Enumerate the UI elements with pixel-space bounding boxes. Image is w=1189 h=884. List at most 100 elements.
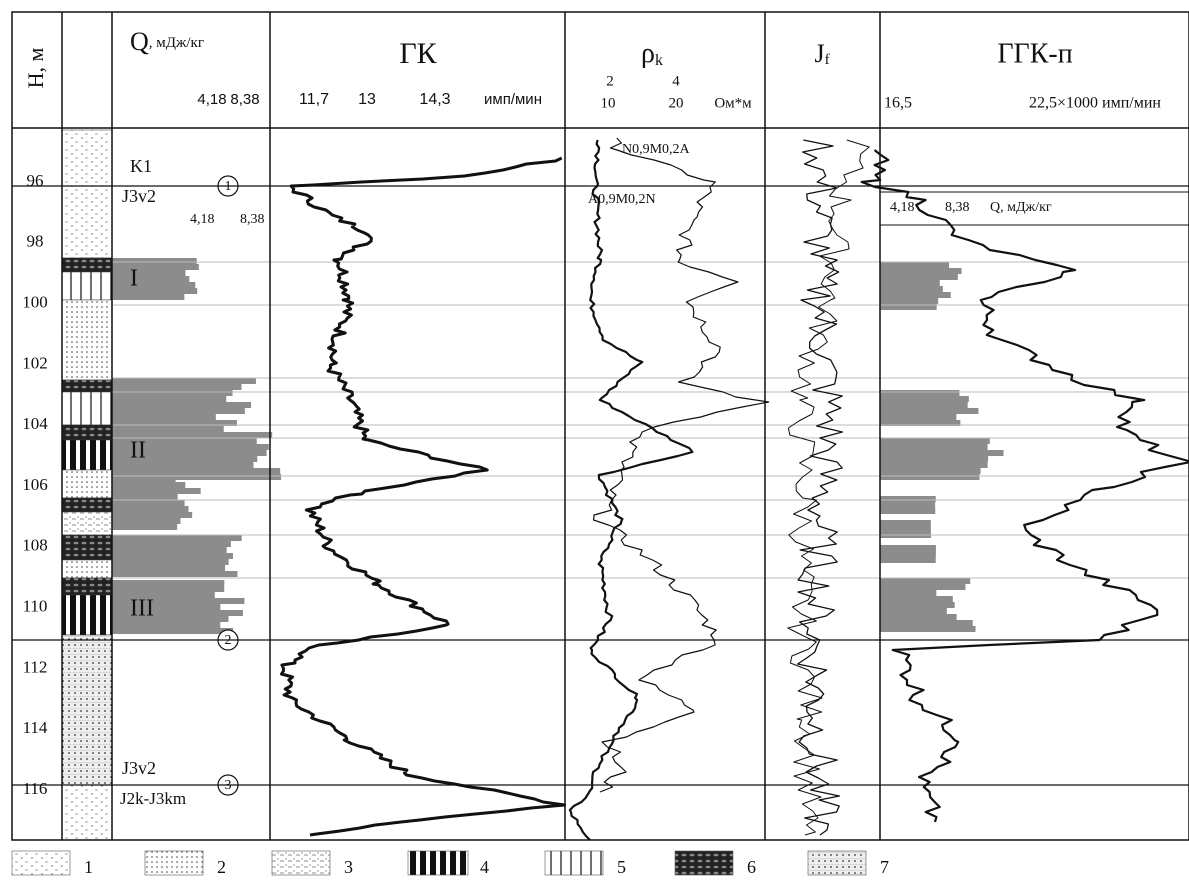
q-bar bbox=[880, 414, 956, 420]
jf-symbol: J bbox=[814, 39, 824, 68]
ggk-tick: 16,5 bbox=[884, 95, 912, 112]
q-bar bbox=[880, 508, 935, 514]
q-bar bbox=[880, 584, 965, 590]
depth-label: 108 bbox=[22, 536, 48, 555]
q-bar bbox=[112, 476, 176, 482]
marker-label: 2 bbox=[225, 633, 232, 648]
decoration bbox=[12, 130, 1189, 875]
q-bar bbox=[880, 468, 981, 474]
q-bar bbox=[112, 553, 233, 559]
depth-label: 106 bbox=[22, 475, 48, 494]
legend-swatch bbox=[408, 851, 468, 875]
q-bar bbox=[880, 520, 931, 526]
annotation: N0,9M0,2A bbox=[622, 142, 691, 157]
ggk-header: ГГК-п bbox=[997, 38, 1072, 69]
lithology bbox=[62, 186, 112, 258]
q-header: Q, мДж/кг bbox=[130, 27, 204, 56]
q-bar bbox=[880, 474, 979, 480]
q-bar bbox=[880, 298, 938, 304]
annotation: III bbox=[130, 596, 154, 622]
annotation: K1 bbox=[130, 156, 152, 176]
q-bar bbox=[880, 557, 936, 563]
depth-label: 100 bbox=[22, 293, 48, 312]
marker-label: 1 bbox=[225, 179, 232, 194]
annotation: 4,18 bbox=[190, 212, 215, 227]
lithology bbox=[62, 380, 112, 392]
q-bar bbox=[880, 262, 949, 268]
q-bar bbox=[112, 565, 225, 571]
q-bar bbox=[880, 462, 988, 468]
depth-label: 112 bbox=[23, 657, 48, 676]
q-bar bbox=[880, 545, 936, 551]
lithology bbox=[62, 785, 112, 840]
q-bar bbox=[880, 402, 968, 408]
q-bar bbox=[112, 384, 241, 390]
q-bar bbox=[880, 280, 940, 286]
q-bar bbox=[880, 438, 990, 444]
lithology bbox=[62, 595, 112, 635]
legend-label: 4 bbox=[480, 857, 489, 877]
q-bar bbox=[880, 626, 976, 632]
lithology bbox=[62, 258, 112, 272]
lithology bbox=[62, 470, 112, 498]
q-bar bbox=[112, 604, 220, 610]
q-bar bbox=[880, 496, 936, 502]
rho-unit: Ом*м bbox=[714, 95, 752, 111]
q-bar bbox=[880, 526, 931, 532]
q-bar bbox=[880, 450, 1004, 456]
lithology bbox=[62, 272, 112, 300]
gk-curve bbox=[282, 158, 565, 835]
q-bar bbox=[112, 506, 189, 512]
lithology bbox=[62, 392, 112, 425]
q-unit: , мДж/кг bbox=[149, 35, 204, 51]
q-bar bbox=[880, 268, 962, 274]
legend-swatch bbox=[808, 851, 866, 875]
lithology bbox=[62, 512, 112, 535]
q-bar bbox=[112, 396, 226, 402]
q-bar bbox=[880, 396, 969, 402]
q-bar bbox=[112, 488, 201, 494]
depth-label: 102 bbox=[22, 353, 48, 372]
q-bar bbox=[112, 541, 231, 547]
q-bar bbox=[880, 444, 988, 450]
marker-label: 3 bbox=[225, 778, 232, 793]
legend-label: 2 bbox=[217, 857, 226, 877]
q-bar bbox=[112, 426, 224, 432]
legend-swatch bbox=[145, 851, 203, 875]
depth-label: 104 bbox=[22, 414, 48, 433]
lithology bbox=[62, 440, 112, 470]
q-bar bbox=[112, 288, 197, 294]
legend-swatch bbox=[545, 851, 603, 875]
rho-sub: k bbox=[655, 52, 663, 69]
q-bar bbox=[112, 559, 229, 565]
legend-label: 1 bbox=[84, 857, 93, 877]
rho-tick-top: 4 bbox=[672, 73, 680, 89]
q-symbol: Q bbox=[130, 27, 149, 56]
legend-label: 3 bbox=[344, 857, 353, 877]
legend-swatch bbox=[12, 851, 70, 875]
annotation: 8,38 bbox=[945, 200, 970, 215]
q-tick: 8,38 bbox=[230, 91, 259, 108]
q-bar bbox=[112, 414, 216, 420]
q-bar bbox=[112, 571, 237, 577]
q-bar bbox=[880, 602, 955, 608]
q-bar bbox=[880, 596, 953, 602]
annotation: J3v2 bbox=[122, 758, 156, 778]
q-bar bbox=[112, 622, 220, 628]
gk-header: ГК bbox=[399, 37, 437, 70]
lithology bbox=[62, 635, 112, 785]
q-bar bbox=[112, 282, 195, 288]
lithology bbox=[62, 535, 112, 560]
q-bar bbox=[880, 620, 973, 626]
lithology bbox=[62, 560, 112, 578]
annotation: A0,9M0,2N bbox=[588, 192, 656, 207]
q-bar bbox=[112, 535, 242, 541]
jf-sub: f bbox=[825, 52, 830, 68]
jf-curve-2 bbox=[788, 140, 869, 835]
q-bar bbox=[112, 512, 192, 518]
rho-header: ρk bbox=[641, 38, 663, 69]
q-bar bbox=[112, 276, 189, 282]
rho-tick-top: 2 bbox=[606, 73, 614, 89]
annotation: 8,38 bbox=[240, 212, 265, 227]
q-bar bbox=[880, 408, 978, 414]
